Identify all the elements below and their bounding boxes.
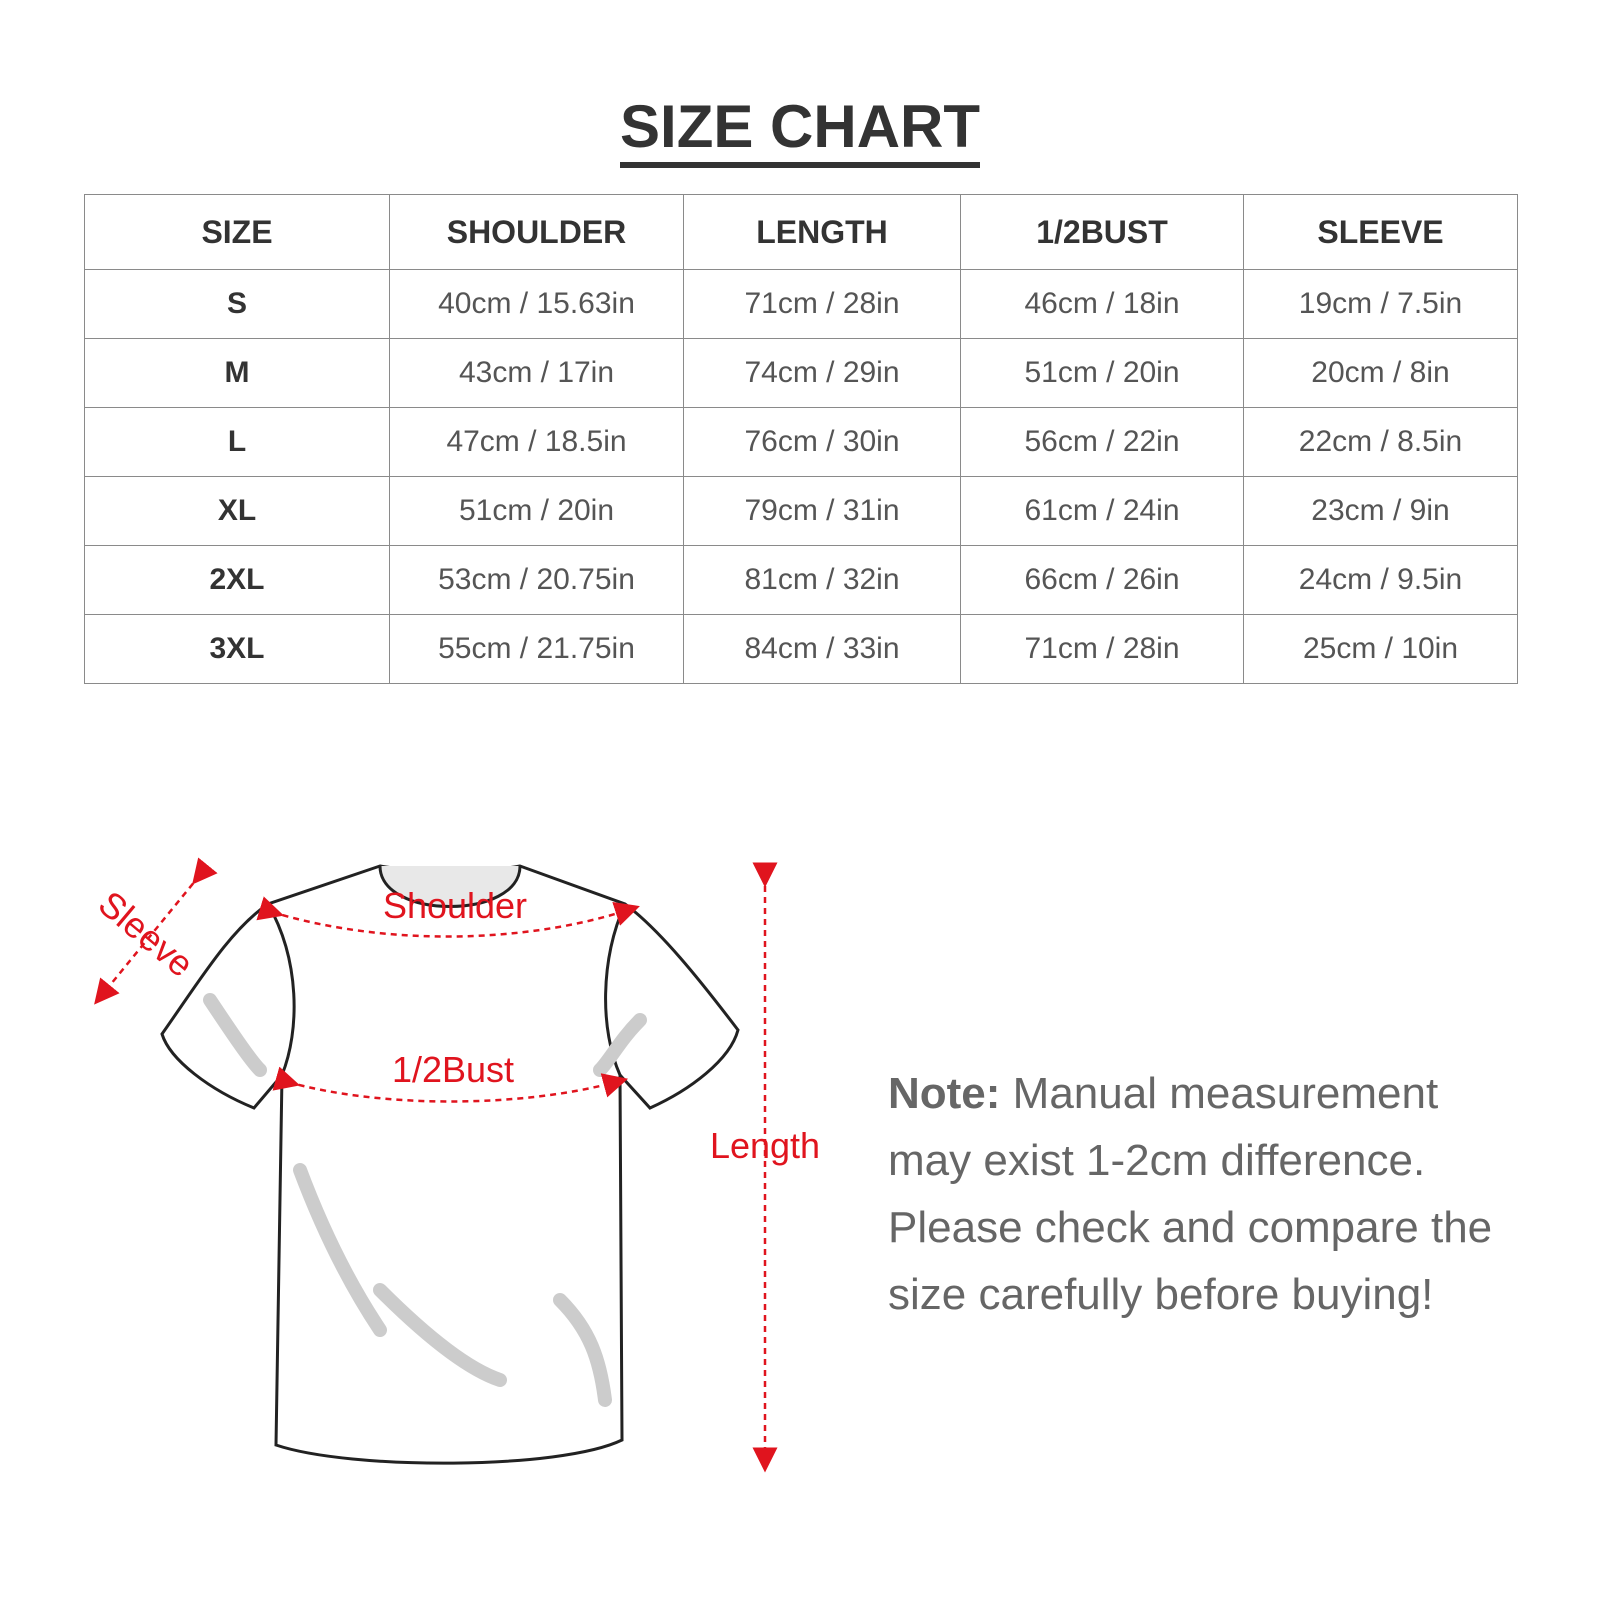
table-row: M 43cm / 17in 74cm / 29in 51cm / 20in 20cm /…	[84, 338, 1518, 408]
bust-label: 1/2Bust	[392, 1049, 514, 1090]
note-text: Manual measurement may exist 1-2cm diffe…	[888, 1069, 1493, 1319]
page-title: SIZE CHART	[0, 92, 1600, 168]
measurement-cell: 24cm / 9.5in	[1243, 545, 1518, 615]
measurement-cell: 23cm / 9in	[1243, 476, 1518, 546]
measurement-cell: 40cm / 15.63in	[389, 269, 684, 339]
measurement-cell: 22cm / 8.5in	[1243, 407, 1518, 477]
column-header: SLEEVE	[1243, 194, 1518, 270]
measurement-cell: 61cm / 24in	[960, 476, 1244, 546]
measurement-cell: 79cm / 31in	[683, 476, 961, 546]
column-header: SIZE	[84, 194, 390, 270]
measurement-cell: 71cm / 28in	[683, 269, 961, 339]
measurement-cell: 55cm / 21.75in	[389, 614, 684, 684]
tshirt-measurement-diagram: Shoulder 1/2Bust Length Sleeve	[91, 857, 820, 1473]
table-row: 3XL 55cm / 21.75in 84cm / 33in 71cm / 28in 2…	[84, 614, 1518, 684]
size-cell: M	[84, 338, 390, 408]
size-cell: 3XL	[84, 614, 390, 684]
sleeve-arrow	[94, 857, 218, 1005]
measurement-cell: 56cm / 22in	[960, 407, 1244, 477]
measurement-cell: 71cm / 28in	[960, 614, 1244, 684]
length-label: Length	[710, 1125, 820, 1166]
shoulder-arrow	[256, 896, 640, 938]
size-cell: XL	[84, 476, 390, 546]
size-table: SIZE SHOULDER LENGTH 1/2BUST SLEEVE S 40cm / …	[84, 194, 1518, 684]
table-row: L 47cm / 18.5in 76cm / 30in 56cm / 22in 22cm…	[84, 407, 1518, 477]
measurement-cell: 51cm / 20in	[960, 338, 1244, 408]
measurement-cell: 84cm / 33in	[683, 614, 961, 684]
measurement-cell: 25cm / 10in	[1243, 614, 1518, 684]
measurement-note: Note: Manual measurement may exist 1-2cm…	[888, 1060, 1528, 1328]
measurement-cell: 20cm / 8in	[1243, 338, 1518, 408]
table-row: S 40cm / 15.63in 71cm / 28in 46cm / 18in 19c…	[84, 269, 1518, 339]
bust-arrow	[272, 1066, 629, 1103]
table-row: XL 51cm / 20in 79cm / 31in 61cm / 24in 23cm …	[84, 476, 1518, 546]
size-cell: L	[84, 407, 390, 477]
measurement-cell: 53cm / 20.75in	[389, 545, 684, 615]
measurement-cell: 81cm / 32in	[683, 545, 961, 615]
measurement-cell: 51cm / 20in	[389, 476, 684, 546]
fabric-shading	[203, 993, 647, 1407]
measurement-cell: 66cm / 26in	[960, 545, 1244, 615]
size-cell: 2XL	[84, 545, 390, 615]
sleeve-label: Sleeve	[91, 883, 202, 985]
note-label: Note:	[888, 1069, 1001, 1118]
column-header: 1/2BUST	[960, 194, 1244, 270]
measurement-cell: 46cm / 18in	[960, 269, 1244, 339]
column-header: LENGTH	[683, 194, 961, 270]
measurement-cell: 76cm / 30in	[683, 407, 961, 477]
shoulder-label: Shoulder	[383, 885, 527, 926]
measurement-cell: 47cm / 18.5in	[389, 407, 684, 477]
size-cell: S	[84, 269, 390, 339]
column-header: SHOULDER	[389, 194, 684, 270]
table-header-row: SIZE SHOULDER LENGTH 1/2BUST SLEEVE	[84, 194, 1518, 270]
measurement-cell: 74cm / 29in	[683, 338, 961, 408]
tshirt-outline	[160, 864, 740, 1465]
measurement-cell: 43cm / 17in	[389, 338, 684, 408]
table-row: 2XL 53cm / 20.75in 81cm / 32in 66cm / 26in 2…	[84, 545, 1518, 615]
measurement-cell: 19cm / 7.5in	[1243, 269, 1518, 339]
